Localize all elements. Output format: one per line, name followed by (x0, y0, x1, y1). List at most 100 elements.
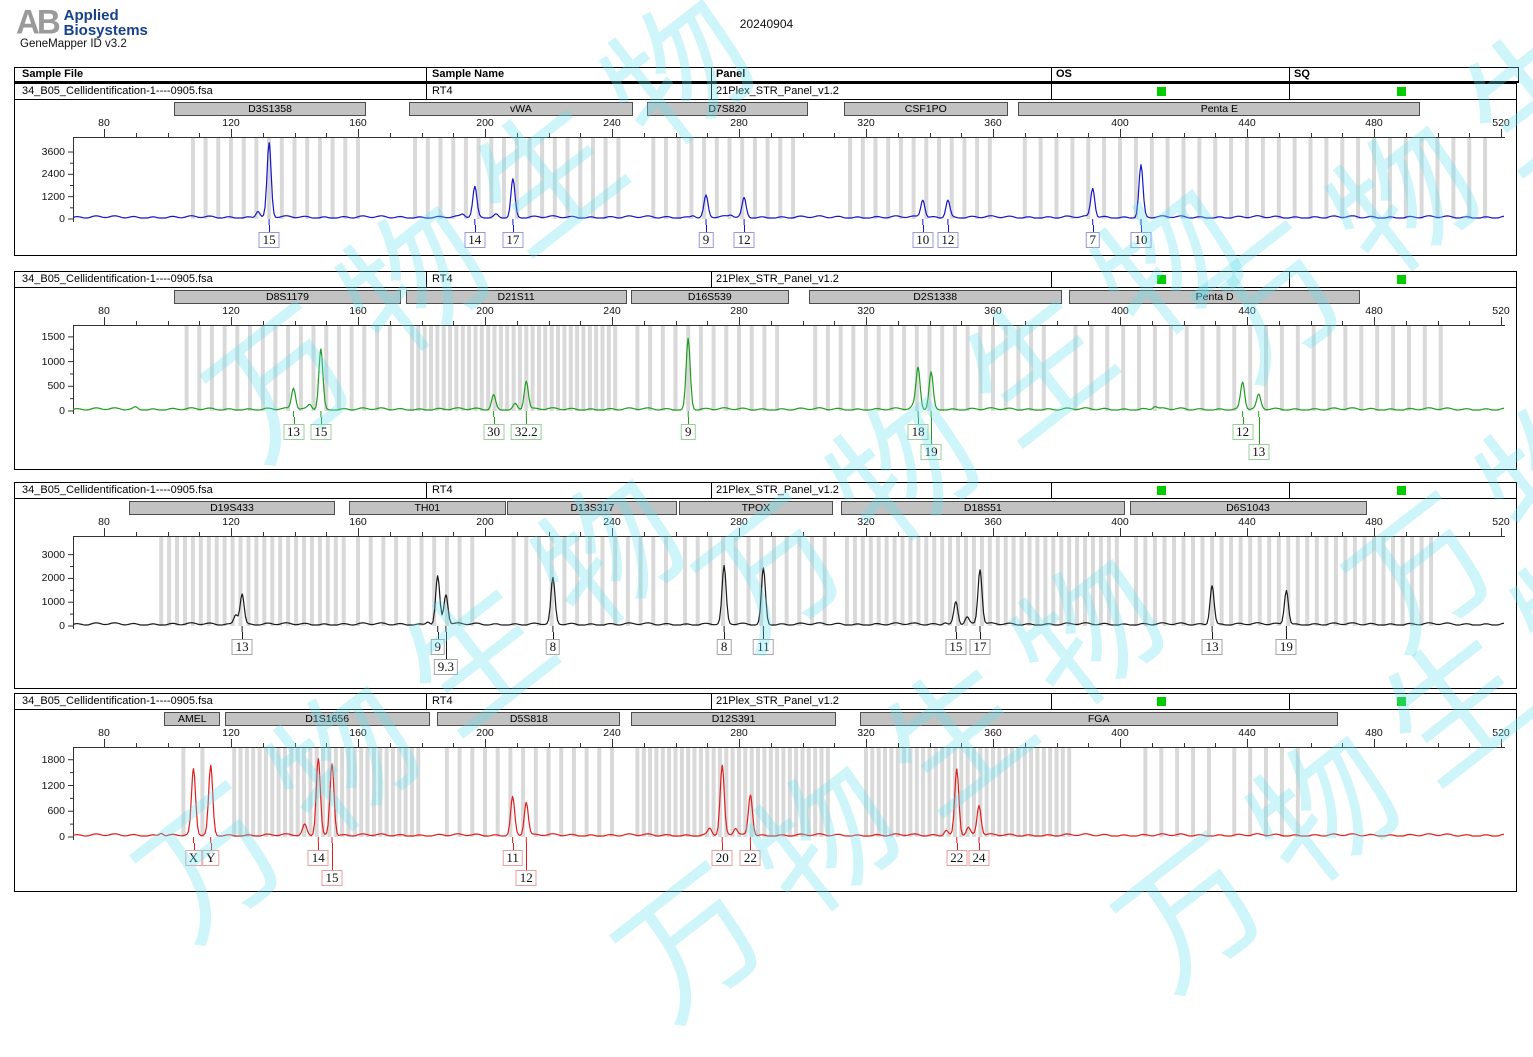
allele-label-9[interactable]: 9 (698, 232, 714, 248)
x-axis-tick (1310, 133, 1312, 137)
x-axis-tick (1151, 133, 1153, 137)
allele-label-13[interactable]: 13 (231, 639, 253, 655)
x-axis-tick (739, 317, 740, 325)
panel-name-value: 21Plex_STR_Panel_v1.2 (716, 695, 839, 707)
x-axis-tick (358, 317, 359, 325)
marker-row: AMEL D1S1656 D5S818 D12S391 FGA (15, 710, 1516, 727)
allele-label-14[interactable]: 14 (307, 850, 329, 866)
x-axis-tick (421, 743, 423, 747)
allele-label-connector (1242, 417, 1244, 424)
x-axis-tick (612, 317, 613, 325)
allele-label-15[interactable]: 15 (310, 424, 332, 440)
x-axis-tick (1374, 528, 1375, 536)
marker-row: D19S433 TH01 D13S317 TPOX D18S51 D6S1043 (15, 499, 1516, 516)
x-axis-tick (104, 528, 105, 536)
allele-label-12[interactable]: 12 (733, 232, 755, 248)
results-table-header: Sample File Sample Name Panel OS SQ (14, 67, 1519, 83)
allele-label-11[interactable]: 11 (753, 639, 774, 655)
x-axis-tick (643, 532, 645, 536)
x-axis-tick (262, 133, 264, 137)
x-axis-tick-label: 120 (222, 305, 240, 317)
allele-label-13[interactable]: 13 (1201, 639, 1223, 655)
x-axis-tick (1183, 743, 1185, 747)
x-axis-tick (834, 321, 836, 325)
x-axis-tick (485, 129, 486, 137)
electropherogram-plot[interactable] (15, 747, 1516, 843)
allele-label-17[interactable]: 17 (969, 639, 991, 655)
x-axis-tick (104, 129, 105, 137)
x-axis-tick (1469, 133, 1471, 137)
allele-label-30[interactable]: 30 (483, 424, 505, 440)
x-axis-tick-label: 200 (476, 727, 494, 739)
marker-box-D6S1043: D6S1043 (1129, 501, 1367, 515)
electropherogram-panel-3: 34_B05_Cellidentification-1----0905.fsa R… (14, 482, 1517, 689)
x-axis-tick-label: 360 (984, 727, 1002, 739)
allele-label-X[interactable]: X (184, 850, 203, 866)
allele-label-15[interactable]: 15 (945, 639, 967, 655)
x-axis-tick (675, 532, 677, 536)
allele-label-10[interactable]: 10 (912, 232, 934, 248)
sq-status-square (1397, 275, 1406, 284)
allele-label-15[interactable]: 15 (258, 232, 280, 248)
allele-label-10[interactable]: 10 (1130, 232, 1152, 248)
x-axis-tick-label: 440 (1238, 117, 1256, 129)
allele-label-15[interactable]: 15 (321, 870, 343, 886)
allele-label-7[interactable]: 7 (1085, 232, 1100, 248)
allele-label-8[interactable]: 8 (545, 639, 561, 655)
allele-label-22[interactable]: 22 (946, 850, 968, 866)
marker-box-TPOX: TPOX (678, 501, 834, 515)
y-axis-label: 3000 (41, 548, 65, 561)
allele-label-13[interactable]: 13 (1248, 444, 1270, 460)
allele-label-12[interactable]: 12 (515, 870, 537, 886)
column-divider (1289, 68, 1290, 81)
x-axis-tick (866, 317, 867, 325)
allele-label-19[interactable]: 19 (1275, 639, 1297, 655)
electropherogram-plot[interactable] (15, 137, 1516, 225)
allele-label-connector (956, 843, 958, 850)
x-axis-tick (866, 528, 867, 536)
x-axis-tick-label: 320 (857, 305, 875, 317)
marker-box-CSF1PO: CSF1PO (843, 102, 1008, 116)
x-axis-tick (262, 321, 264, 325)
x-axis-tick (485, 528, 486, 536)
allele-label-19[interactable]: 19 (920, 444, 942, 460)
allele-label-18[interactable]: 18 (907, 424, 929, 440)
allele-label-11[interactable]: 11 (502, 850, 523, 866)
x-axis-tick-label: 240 (603, 516, 621, 528)
allele-label-22[interactable]: 22 (739, 850, 761, 866)
y-axis-label: 1000 (41, 596, 65, 609)
app-version-label: GeneMapper ID v3.2 (20, 38, 127, 50)
allele-label-32.2[interactable]: 32.2 (510, 424, 542, 440)
allele-label-connector (474, 225, 476, 232)
allele-label-13[interactable]: 13 (283, 424, 304, 440)
allele-label-Y[interactable]: Y (201, 850, 220, 866)
allele-label-24[interactable]: 24 (968, 850, 990, 866)
marker-row: D3S1358 vWA D7S820 CSF1PO Penta E (15, 100, 1516, 117)
allele-label-17[interactable]: 17 (502, 232, 524, 248)
allele-label-connector (318, 843, 320, 850)
x-axis-tick (1215, 532, 1217, 536)
allele-label-9.3[interactable]: 9.3 (433, 659, 459, 675)
x-axis-tick (1501, 129, 1502, 137)
x-axis-tick (1056, 321, 1058, 325)
allele-label-14[interactable]: 14 (464, 232, 486, 248)
panel-name-value: 21Plex_STR_Panel_v1.2 (716, 273, 839, 285)
x-axis-tick (1310, 743, 1312, 747)
electropherogram-plot[interactable] (15, 536, 1516, 632)
allele-label-20[interactable]: 20 (711, 850, 733, 866)
x-axis-tick-label: 400 (1111, 117, 1129, 129)
allele-label-12[interactable]: 12 (1232, 424, 1254, 440)
x-axis-tick (739, 129, 740, 137)
electropherogram-plot-area: 0 500 1000 1500 (15, 325, 1516, 417)
allele-label-12[interactable]: 12 (937, 232, 959, 248)
electropherogram-plot[interactable] (15, 325, 1516, 417)
allele-label-9[interactable]: 9 (430, 639, 445, 655)
allele-label-8[interactable]: 8 (716, 639, 732, 655)
x-axis-tick (294, 321, 296, 325)
x-axis-tick (1215, 133, 1217, 137)
x-axis-tick (707, 321, 709, 325)
os-status-square (1157, 275, 1166, 284)
x-axis-tick (739, 739, 740, 747)
x-axis-tick (770, 743, 772, 747)
allele-label-9[interactable]: 9 (680, 424, 696, 440)
